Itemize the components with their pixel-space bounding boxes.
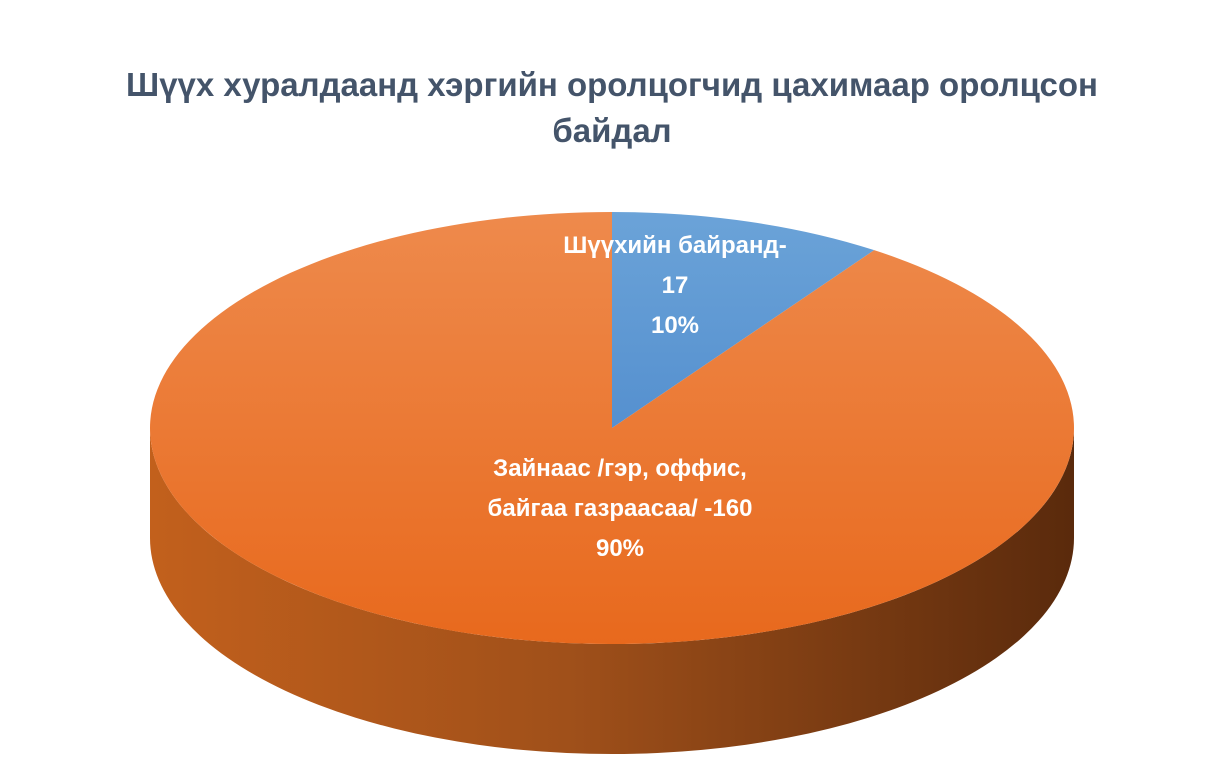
data-label-remote-percent: 90% [595,535,645,562]
chart-title: Шүүх хуралдаанд хэргийн оролцогчид цахим… [0,62,1224,154]
data-label-remote-line-1: Зайнаас /гэр, оффис, [493,455,747,482]
chart-title-line-2: байдал [552,112,672,149]
pie-slice-side-1 [150,428,1074,754]
chart-title-line-1: Шүүх хуралдаанд хэргийн оролцогчид цахим… [126,66,1098,103]
data-label-remote: Зайнаас /гэр, оффис, байгаа газраасаа/ -… [440,449,800,569]
data-label-on-premises-line-2: 17 [661,272,689,299]
data-label-remote-line-2: байгаа газраасаа/ -160 [487,495,753,522]
data-label-on-premises-percent: 10% [650,312,700,339]
pie-slice-top-1 [150,211,1075,644]
pie-slice-top-0 [612,212,875,428]
data-label-on-premises: Шүүхийн байранд- 17 10% [540,226,810,346]
data-label-on-premises-line-1: Шүүхийн байранд- [563,232,787,259]
